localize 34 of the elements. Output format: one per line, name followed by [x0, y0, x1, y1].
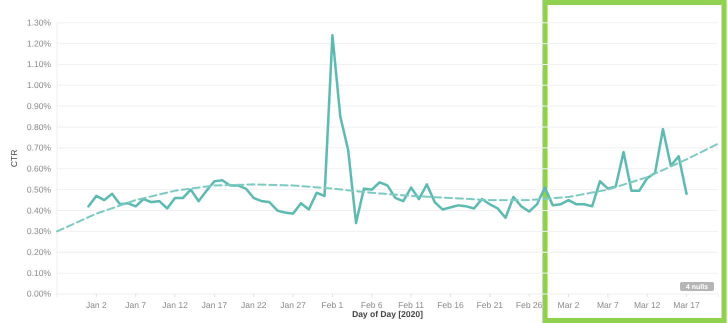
y-tick-label: 1.20% [26, 38, 52, 48]
y-tick-label: 0.80% [26, 122, 52, 132]
y-tick-label: 0.50% [26, 184, 52, 194]
y-tick-label: 0.20% [26, 246, 52, 257]
x-tick-label: Mar 12 [634, 300, 661, 310]
y-tick-label: 0.90% [26, 100, 52, 111]
y-tick-label: 0.30% [26, 226, 52, 236]
x-tick-label: Mar 7 [596, 300, 619, 310]
x-tick-label: Jan 17 [202, 300, 228, 310]
y-axis-title: CTR [9, 150, 19, 168]
x-tick-label: Jan 2 [86, 300, 108, 310]
x-tick-label: Feb 26 [516, 300, 543, 310]
y-tick-label: 1.00% [26, 80, 52, 90]
x-tick-label: Feb 6 [360, 300, 383, 310]
y-tick-label: 0.60% [26, 164, 52, 174]
x-axis-title: Day of Day [2020] [352, 309, 424, 319]
x-tick-label: Mar 2 [558, 300, 580, 310]
x-tick-label: Feb 21 [476, 300, 504, 310]
x-tick-label: Jan 12 [162, 300, 188, 310]
line-series [87, 34, 688, 224]
x-tick-label: Jan 22 [240, 300, 267, 310]
y-tick-label: 1.30% [26, 17, 52, 28]
x-tick-label: Feb 16 [437, 300, 464, 310]
y-tick-label: 0.70% [26, 142, 52, 153]
y-tick-label: 0.40% [26, 205, 52, 216]
line-series [56, 142, 719, 232]
x-tick-label: Feb 11 [398, 300, 424, 310]
y-tick-label: 0.10% [26, 268, 52, 278]
x-tick-label: Jan 7 [125, 300, 146, 310]
y-tick-label: 1.10% [26, 59, 52, 70]
y-tick-label: 0.00% [26, 288, 52, 299]
x-tick-label: Jan 27 [280, 300, 306, 310]
x-tick-label: Mar 17 [673, 300, 700, 310]
x-tick-label: Feb 1 [322, 300, 344, 310]
